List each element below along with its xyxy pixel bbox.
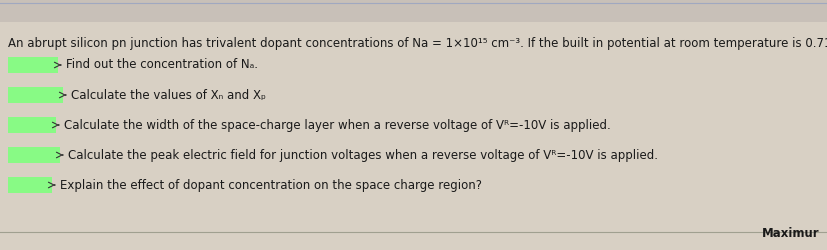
Bar bbox=[8, 87, 63, 103]
Text: Calculate the values of Xₙ and Xₚ: Calculate the values of Xₙ and Xₚ bbox=[71, 88, 265, 102]
Bar bbox=[0, 0, 827, 22]
Text: Find out the concentration of Nₐ.: Find out the concentration of Nₐ. bbox=[66, 58, 258, 71]
Text: An abrupt silicon pn junction has trivalent dopant concentrations of Na = 1×10¹⁵: An abrupt silicon pn junction has trival… bbox=[8, 37, 827, 50]
Text: Calculate the width of the space-charge layer when a reverse voltage of Vᴿ=-10V : Calculate the width of the space-charge … bbox=[64, 118, 610, 132]
Bar bbox=[8, 177, 52, 193]
Text: Maximur: Maximur bbox=[762, 227, 819, 240]
Bar bbox=[8, 147, 60, 163]
Text: Calculate the peak electric field for junction voltages when a reverse voltage o: Calculate the peak electric field for ju… bbox=[68, 148, 657, 162]
Text: Explain the effect of dopant concentration on the space charge region?: Explain the effect of dopant concentrati… bbox=[60, 178, 481, 192]
Bar bbox=[8, 57, 58, 73]
Bar bbox=[8, 117, 56, 133]
